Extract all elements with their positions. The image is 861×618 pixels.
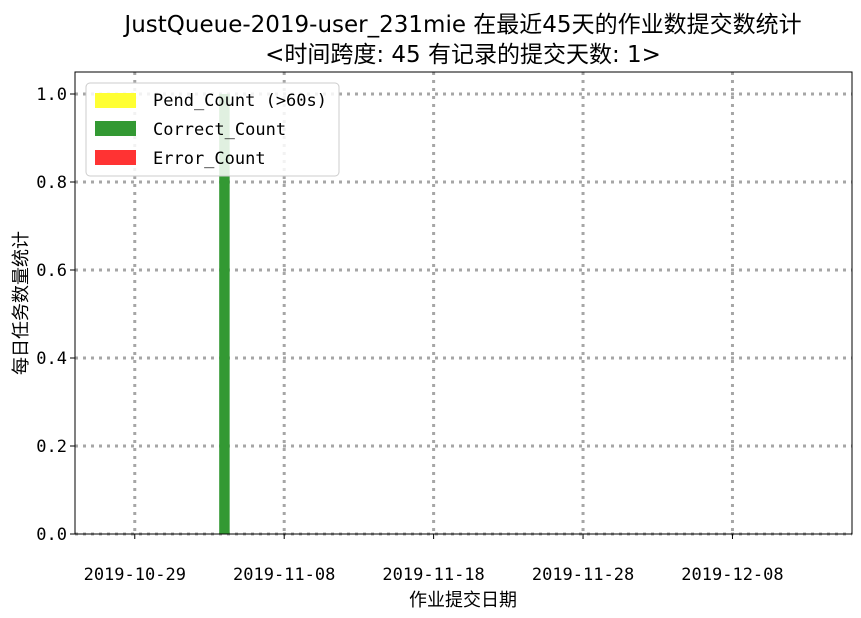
x-tick-label: 2019-12-08 [681,565,783,585]
legend-swatch-error [95,150,136,165]
bars [219,94,230,534]
legend-label-pend: Pend_Count (>60s) [153,91,327,111]
x-tick-label: 2019-11-28 [532,565,634,585]
bar-correct-count [219,94,230,534]
y-tick-label: 0.2 [36,437,67,457]
legend-swatch-correct [95,121,136,136]
legend-label-correct: Correct_Count [153,120,286,140]
y-tick-label: 0.6 [36,261,67,281]
x-axis-label: 作业提交日期 [409,590,517,611]
plot-frame [74,71,853,535]
legend-label-error: Error_Count [153,149,266,169]
y-tick-label: 0.0 [36,525,67,545]
x-tick-label: 2019-10-29 [84,565,186,585]
ticks: 2019-10-29 2019-11-08 2019-11-18 2019-11-28… [36,85,783,585]
x-tick-label: 2019-11-08 [233,565,335,585]
x-tick-label: 2019-11-18 [382,565,484,585]
chart-subtitle: <时间跨度: 45 有记录的提交天数: 1> [265,42,661,68]
y-axis-label: 每日任务数量统计 [11,231,32,375]
y-tick-label: 1.0 [36,85,67,105]
y-tick-label: 0.4 [36,349,67,369]
legend-frame [85,82,340,177]
chart-title: JustQueue-2019-user_231mie 在最近45天的作业数提交数… [122,12,801,38]
legend: Pend_Count (>60s) Correct_Count Error_Co… [85,82,340,177]
legend-swatch-pend [95,93,136,108]
y-tick-label: 0.8 [36,173,67,193]
